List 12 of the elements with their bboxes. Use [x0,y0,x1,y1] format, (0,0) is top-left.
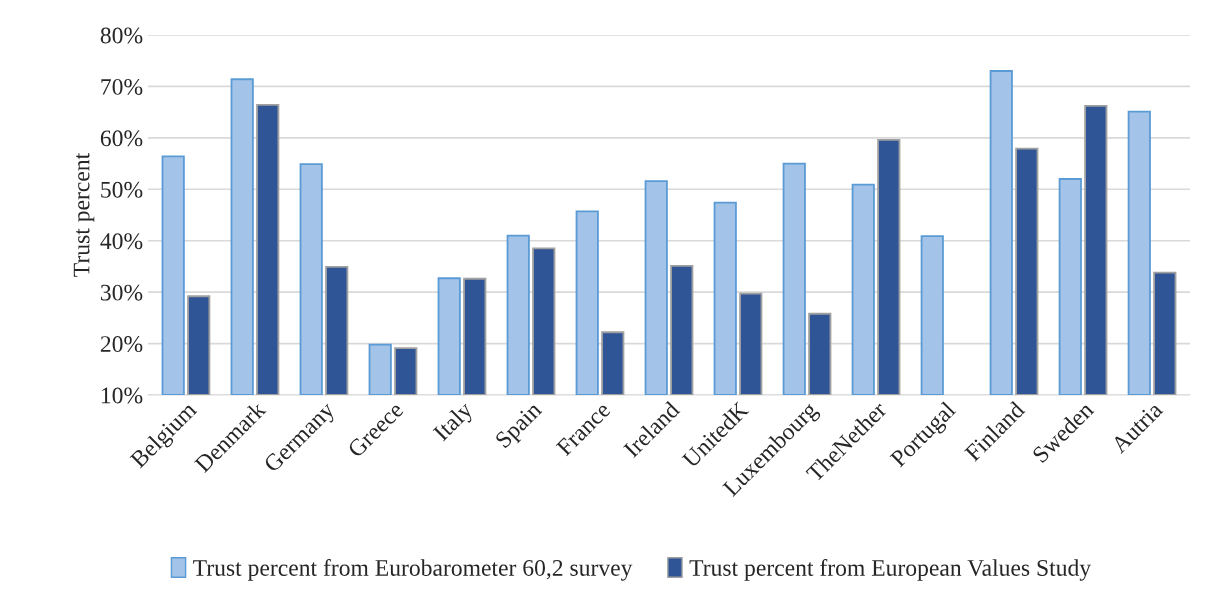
y-axis-title: Trust percent [73,152,95,277]
y-tick-label: 10% [101,387,143,404]
y-tick-label: 30% [100,284,143,301]
y-tick-label: 80% [100,27,143,44]
legend-label: Trust percent from European Values Study [689,559,1092,581]
legend-label: Trust percent from Eurobarometer 60,2 survey [193,559,633,581]
y-tick-label: 50% [101,181,143,198]
y-tick-label: 40% [100,233,143,250]
y-tick-label: 20% [100,336,143,353]
y-tick-label: 60% [100,130,143,147]
y-tick-label: 70% [101,78,143,95]
x-tick-label: Italy [431,399,478,446]
